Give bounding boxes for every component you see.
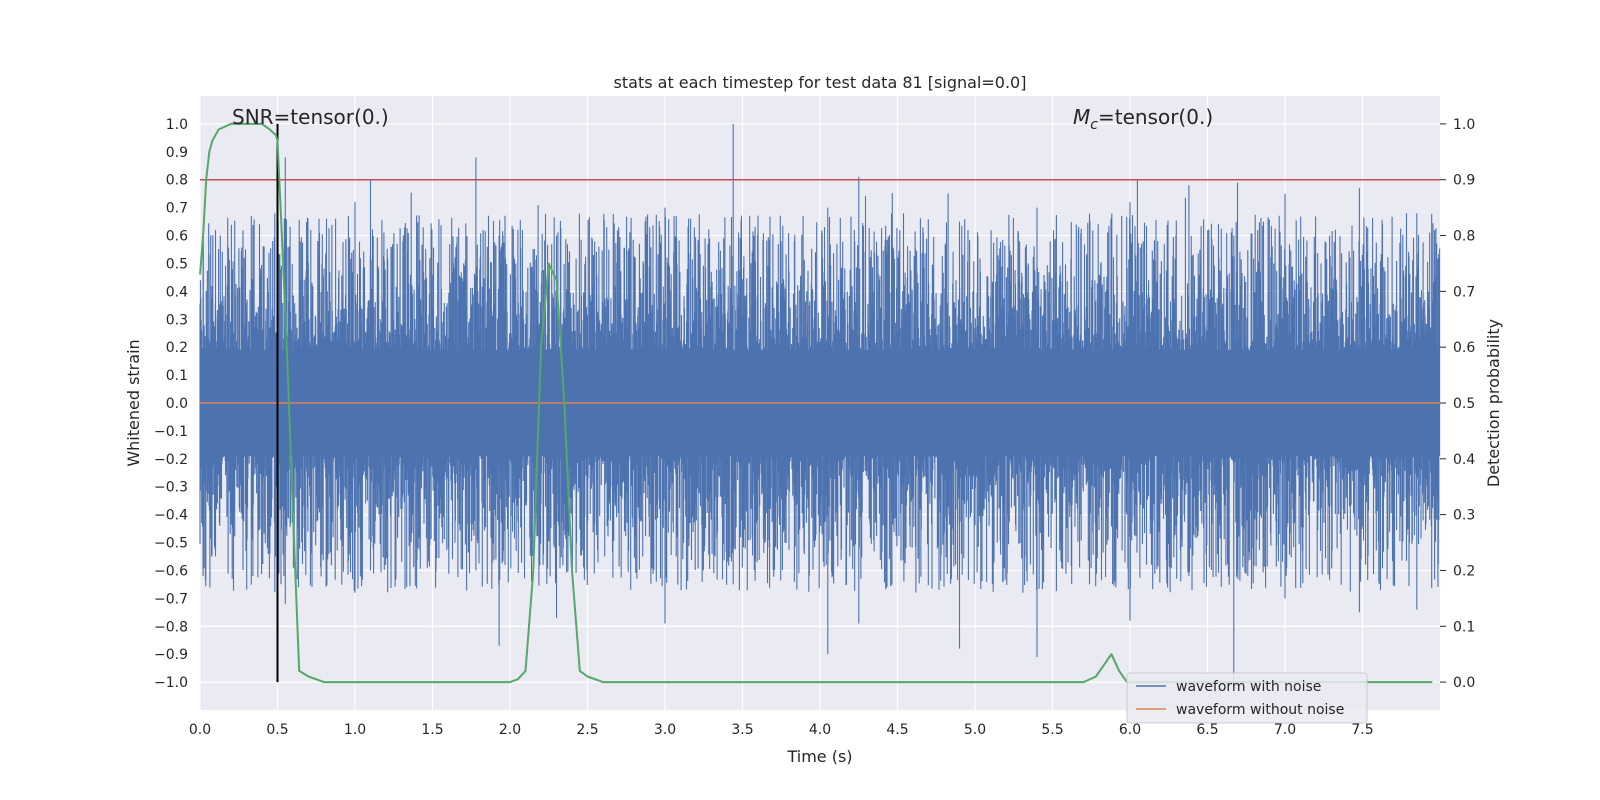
y2-tick-label: 0.9 bbox=[1453, 173, 1475, 189]
x-tick-label: 1.0 bbox=[344, 722, 366, 738]
y-tick-label: −0.4 bbox=[154, 508, 188, 524]
mc-value: =tensor(0.) bbox=[1098, 105, 1213, 129]
x-tick-labels: 0.0 0.5 1.0 1.5 2.0 2.5 3.0 3.5 4.0 4.5 5.0 5.5 6.0 6… bbox=[189, 722, 1374, 738]
y-tick-label: −0.7 bbox=[154, 591, 188, 607]
x-tick-label: 7.5 bbox=[1351, 722, 1373, 738]
probability-line-path bbox=[199, 122, 1433, 684]
y2-tick-label: 0.6 bbox=[1453, 340, 1475, 356]
y2-tick-label: 0.3 bbox=[1453, 508, 1475, 524]
x-tick-label: 3.0 bbox=[654, 722, 676, 738]
y2-tick-label: 0.7 bbox=[1453, 284, 1475, 300]
x-tick-label: 1.5 bbox=[421, 722, 443, 738]
legend: waveform with noise waveform without noi… bbox=[1126, 672, 1368, 724]
mc-annotation: Mc=tensor(0.) bbox=[1073, 105, 1213, 133]
y-tick-label: −0.1 bbox=[154, 424, 188, 440]
x-tick-label: 0.0 bbox=[189, 722, 211, 738]
y2-axis-label: Detection probability bbox=[1484, 319, 1503, 487]
y2-tick-label: 1.0 bbox=[1453, 117, 1475, 133]
y-tick-label: −0.6 bbox=[154, 563, 188, 579]
y2-tick-label: 0.1 bbox=[1453, 619, 1475, 635]
y-tick-label: 0.1 bbox=[166, 368, 188, 384]
y-tick-label: −0.9 bbox=[154, 647, 188, 663]
x-tick-label: 7.0 bbox=[1274, 722, 1296, 738]
x-tick-label: 2.5 bbox=[576, 722, 598, 738]
y-tick-label: 0.4 bbox=[166, 284, 188, 300]
x-axis-label: Time (s) bbox=[786, 747, 852, 766]
y-tick-label: 0.6 bbox=[166, 229, 188, 245]
x-tick-label: 0.5 bbox=[266, 722, 288, 738]
y-tick-label: −1.0 bbox=[154, 675, 188, 691]
y-tick-label: 0.0 bbox=[166, 396, 188, 412]
noisy-waveform-path bbox=[199, 123, 1441, 683]
x-tick-label: 6.0 bbox=[1119, 722, 1141, 738]
y-axis-label: Whitened strain bbox=[124, 339, 143, 466]
y-tick-label: −0.3 bbox=[154, 480, 188, 496]
x-tick-label: 4.0 bbox=[809, 722, 831, 738]
legend-label-noisy: waveform with noise bbox=[1176, 679, 1321, 695]
snr-annotation: SNR=tensor(0.) bbox=[232, 105, 389, 129]
y-tick-label: 0.8 bbox=[166, 173, 188, 189]
legend-label-clean: waveform without noise bbox=[1176, 702, 1344, 718]
x-tick-label: 5.5 bbox=[1041, 722, 1063, 738]
legend-box bbox=[1126, 672, 1368, 724]
y-tick-label: −0.8 bbox=[154, 619, 188, 635]
y2-tick-label: 0.5 bbox=[1453, 396, 1475, 412]
y2-tick-labels: 1.0 0.9 0.8 0.7 0.6 0.5 0.4 0.3 0.2 0.1 0.0 bbox=[1440, 117, 1475, 691]
chart-title: stats at each timestep for test data 81 … bbox=[614, 73, 1027, 92]
y-tick-label: 0.5 bbox=[166, 256, 188, 272]
y2-tick-label: 0.2 bbox=[1453, 563, 1475, 579]
x-tick-label: 3.5 bbox=[731, 722, 753, 738]
y-tick-label: 0.7 bbox=[166, 201, 188, 217]
x-tick-label: 4.5 bbox=[886, 722, 908, 738]
x-tick-label: 2.0 bbox=[499, 722, 521, 738]
y-tick-label: −0.2 bbox=[154, 452, 188, 468]
mc-symbol: M bbox=[1073, 105, 1090, 129]
x-tick-label: 5.0 bbox=[964, 722, 986, 738]
y2-tick-label: 0.4 bbox=[1453, 452, 1475, 468]
y-tick-label: −0.5 bbox=[154, 536, 188, 552]
y2-tick-label: 0.8 bbox=[1453, 229, 1475, 245]
y-tick-label: 1.0 bbox=[166, 117, 188, 133]
series-detection-probability bbox=[199, 122, 1433, 684]
y-tick-labels: 1.0 0.9 0.8 0.7 0.6 0.5 0.4 0.3 0.2 0.1 0.0 −0.1 −0.… bbox=[154, 117, 188, 691]
y-tick-label: 0.9 bbox=[166, 145, 188, 161]
y-tick-label: 0.3 bbox=[166, 312, 188, 328]
x-tick-label: 6.5 bbox=[1196, 722, 1218, 738]
y-tick-label: 0.2 bbox=[166, 340, 188, 356]
mc-subscript: c bbox=[1090, 117, 1098, 133]
y2-tick-label: 0.0 bbox=[1453, 675, 1475, 691]
